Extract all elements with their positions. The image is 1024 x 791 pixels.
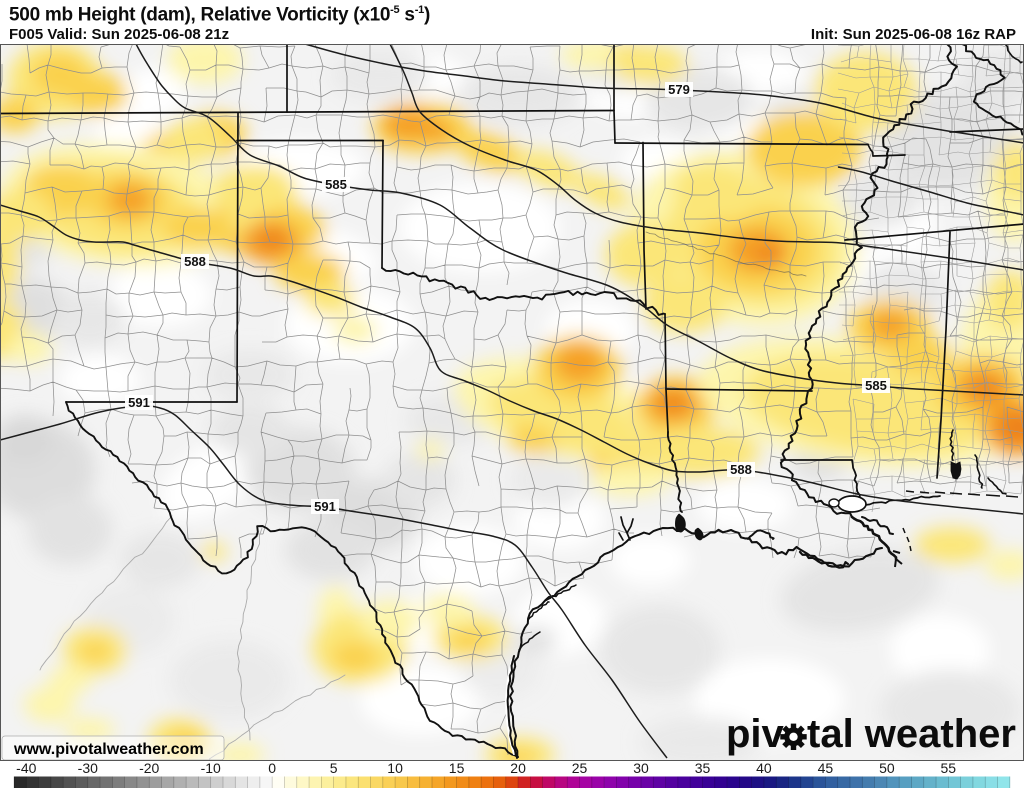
- svg-text:tal weather: tal weather: [807, 712, 1016, 756]
- svg-text:-10: -10: [201, 761, 221, 776]
- svg-text:20: 20: [510, 761, 526, 776]
- svg-text:0: 0: [268, 761, 276, 776]
- svg-text:10: 10: [387, 761, 403, 776]
- svg-text:40: 40: [756, 761, 772, 776]
- svg-text:591: 591: [128, 395, 150, 410]
- svg-text:-40: -40: [16, 761, 36, 776]
- svg-text:588: 588: [184, 254, 206, 269]
- svg-text:50: 50: [879, 761, 895, 776]
- svg-text:585: 585: [865, 378, 887, 393]
- svg-text:588: 588: [730, 462, 752, 477]
- svg-text:-20: -20: [139, 761, 159, 776]
- svg-text:579: 579: [668, 82, 690, 97]
- svg-text:35: 35: [695, 761, 711, 776]
- svg-text:15: 15: [449, 761, 465, 776]
- svg-text:5: 5: [330, 761, 338, 776]
- svg-text:30: 30: [633, 761, 649, 776]
- svg-text:piv: piv: [726, 712, 785, 756]
- svg-text:25: 25: [572, 761, 588, 776]
- svg-text:www.pivotalweather.com: www.pivotalweather.com: [13, 741, 204, 758]
- svg-text:591: 591: [314, 499, 336, 514]
- svg-text:55: 55: [941, 761, 957, 776]
- svg-text:-30: -30: [78, 761, 98, 776]
- svg-text:585: 585: [325, 177, 347, 192]
- svg-text:45: 45: [818, 761, 834, 776]
